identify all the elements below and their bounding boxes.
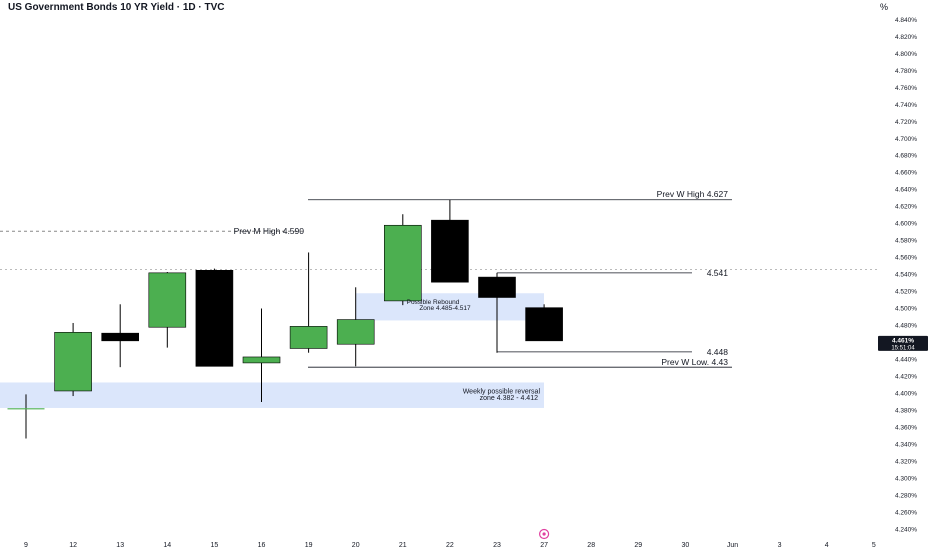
x-tick-label: 27 (540, 542, 548, 549)
prev-week-low-label: Prev W Low. 4.43 (661, 357, 728, 367)
x-tick-label: 20 (352, 542, 360, 549)
candle-22 (431, 199, 469, 283)
y-tick-label: 4.840% (895, 17, 917, 24)
x-tick-label: 5 (872, 542, 876, 549)
y-tick-label: 4.400% (895, 391, 917, 398)
y-tick-label: 4.820% (895, 34, 917, 41)
y-tick-label: 4.440% (895, 357, 917, 364)
candle-27 (525, 304, 563, 342)
x-tick-label: 9 (24, 542, 28, 549)
candle-9 (7, 394, 45, 439)
x-tick-label: 13 (116, 542, 124, 549)
x-tick-label: 21 (399, 542, 407, 549)
x-tick-label: 22 (446, 542, 454, 549)
current-price-time: 15:51:04 (891, 345, 915, 351)
y-tick-label: 4.780% (895, 68, 917, 75)
y-tick-label: 4.700% (895, 136, 917, 143)
unit-label: % (880, 2, 889, 12)
y-tick-label: 4.420% (895, 374, 917, 381)
y-tick-label: 4.300% (895, 476, 917, 483)
candle-20 (336, 287, 375, 367)
prev-month-high-label: Prev M High 4.590 (234, 226, 305, 236)
y-tick-label: 4.680% (895, 153, 917, 160)
x-tick-label: 3 (778, 542, 782, 549)
candle-13 (101, 304, 139, 368)
y-tick-label: 4.240% (895, 527, 917, 534)
event-marker-icon (538, 528, 550, 540)
x-tick-label: 4 (825, 542, 829, 549)
candle-15 (195, 268, 234, 367)
candle-body (525, 307, 563, 342)
x-tick-label: 28 (587, 542, 595, 549)
y-tick-label: 4.560% (895, 255, 917, 262)
y-tick-label: 4.720% (895, 119, 917, 126)
x-tick-label: 23 (493, 542, 501, 549)
level-4448-label: 4.448 (707, 347, 729, 357)
x-tick-label: 16 (258, 542, 266, 549)
y-tick-label: 4.280% (895, 493, 917, 500)
y-tick-label: 4.600% (895, 221, 917, 228)
y-tick-label: 4.640% (895, 187, 917, 194)
x-tick-label: 29 (634, 542, 642, 549)
candle-body (478, 276, 516, 298)
candle-body (101, 332, 139, 342)
candle-body (54, 332, 92, 392)
y-tick-label: 4.480% (895, 323, 917, 330)
candle-16 (242, 308, 281, 402)
rebound-zone-label-2: Zone 4.485-4.517 (419, 305, 471, 312)
y-tick-label: 4.520% (895, 289, 917, 296)
x-tick-label: Jun (727, 542, 738, 549)
y-tick-label: 4.580% (895, 238, 917, 245)
y-tick-label: 4.500% (895, 306, 917, 313)
x-tick-label: 14 (163, 542, 171, 549)
candle-14 (148, 272, 187, 348)
event-marker-dot (542, 532, 546, 536)
y-tick-label: 4.340% (895, 442, 917, 449)
current-price-badge (878, 335, 928, 351)
y-tick-label: 4.320% (895, 459, 917, 466)
y-tick-label: 4.260% (895, 510, 917, 517)
y-tick-label: 4.380% (895, 408, 917, 415)
x-tick-label: 19 (305, 542, 313, 549)
y-tick-label: 4.740% (895, 102, 917, 109)
candle-body (242, 356, 281, 364)
candle-body (148, 272, 187, 328)
x-tick-label: 30 (682, 542, 690, 549)
chart-title: US Government Bonds 10 YR Yield · 1D · T… (8, 2, 225, 13)
candle-body (383, 224, 422, 302)
candle-body (195, 270, 234, 367)
y-tick-label: 4.360% (895, 425, 917, 432)
y-tick-label: 4.660% (895, 170, 917, 177)
y-tick-label: 4.620% (895, 204, 917, 211)
rebound-zone-label-1: Possible Rebound (407, 299, 460, 306)
candle-body (431, 219, 469, 283)
weekly-zone-label-2: zone 4.382 - 4.412 (480, 395, 538, 402)
x-tick-label: 12 (69, 542, 77, 549)
candle-body (289, 326, 328, 349)
y-tick-label: 4.760% (895, 85, 917, 92)
candle-body (336, 319, 375, 345)
weekly-zone-label-1: Weekly possible reversal (463, 388, 541, 395)
prev-week-high-label: Prev W High 4.627 (657, 189, 729, 199)
level-4541-label: 4.541 (707, 268, 729, 278)
candle-12 (54, 322, 92, 397)
current-price-value: 4.461% (892, 337, 914, 344)
candle-23 (478, 272, 516, 353)
x-tick-label: 15 (211, 542, 219, 549)
candle-19 (289, 252, 328, 353)
y-tick-label: 4.800% (895, 51, 917, 58)
y-tick-label: 4.540% (895, 272, 917, 279)
candle-21 (383, 214, 422, 306)
